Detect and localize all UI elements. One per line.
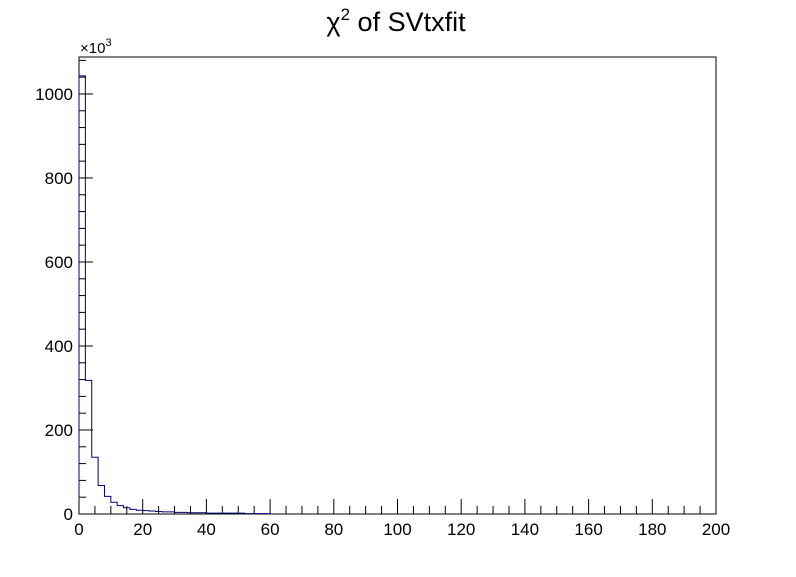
chart-title-sup: 2 — [341, 5, 350, 24]
x-tick-label: 140 — [511, 520, 539, 539]
y-tick-label: 1000 — [35, 85, 73, 104]
x-tick-label: 20 — [133, 520, 152, 539]
chart-title-rest: of SVtxfit — [350, 7, 466, 37]
x-tick-label: 60 — [261, 520, 280, 539]
chart-title-base: χ — [326, 7, 340, 37]
histogram-bin — [98, 485, 104, 514]
histogram-bin — [104, 496, 110, 514]
y-tick-label: 800 — [45, 169, 73, 188]
chart-title: χ2 of SVtxfit — [326, 5, 466, 37]
histogram-bin — [130, 509, 136, 514]
histogram-bin — [136, 510, 142, 514]
histogram-bin — [143, 511, 149, 514]
histogram-bin — [85, 380, 91, 514]
y-axis-multiplier-base: ×10 — [80, 40, 105, 57]
x-tick-label: 180 — [638, 520, 666, 539]
histogram-bin — [92, 457, 98, 514]
histogram-bin — [111, 502, 117, 514]
x-tick-label: 200 — [702, 520, 730, 539]
y-axis-multiplier: ×103 — [80, 37, 112, 57]
x-tick-label: 160 — [574, 520, 602, 539]
plot-frame — [79, 57, 716, 514]
y-tick-label: 400 — [45, 337, 73, 356]
histogram-bin — [79, 76, 85, 514]
x-tick-label: 120 — [447, 520, 475, 539]
y-axis-multiplier-exp: 3 — [105, 37, 111, 49]
y-tick-label: 200 — [45, 421, 73, 440]
x-tick-label: 100 — [383, 520, 411, 539]
x-tick-label: 40 — [197, 520, 216, 539]
y-tick-label: 600 — [45, 253, 73, 272]
histogram-outline — [79, 76, 270, 514]
x-tick-label: 0 — [74, 520, 83, 539]
x-tick-label: 80 — [324, 520, 343, 539]
histogram-bin — [117, 506, 123, 514]
plot-area: 0 20 40 60 80 100 120 140 160 180 200 0 200 400 600 800… — [35, 57, 730, 539]
y-tick-label: 0 — [64, 505, 73, 524]
